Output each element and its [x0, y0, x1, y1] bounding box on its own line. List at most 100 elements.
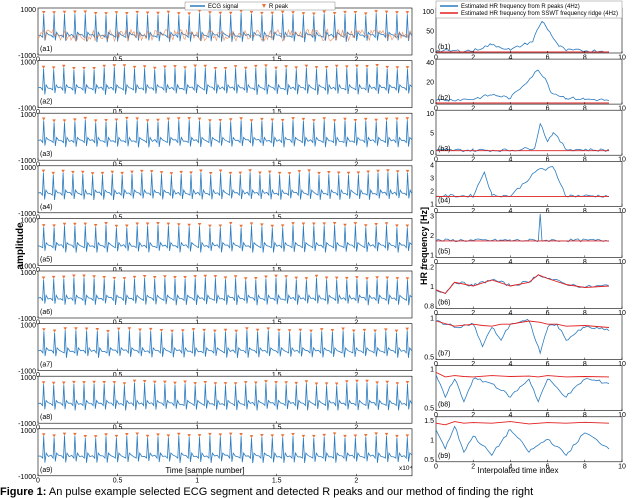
r-peak-marker: [291, 222, 295, 226]
x-tick-label: 2: [471, 361, 475, 368]
x-tick-label: 1.5: [272, 214, 282, 221]
hr-panel-label: (b7): [438, 351, 450, 358]
r-peak-marker: [142, 275, 147, 279]
x-tick-label: 4: [508, 55, 512, 62]
y-tick-label: 1: [430, 284, 434, 291]
r-peak-marker: [249, 119, 254, 123]
ecg-noise-trace: [37, 28, 412, 43]
r-peak-marker: [374, 432, 378, 436]
r-peak-marker: [176, 432, 181, 436]
r-peak-marker: [287, 172, 292, 176]
r-peak-marker: [353, 11, 358, 15]
r-peak-marker: [334, 64, 339, 68]
r-peak-marker: [405, 169, 410, 173]
r-peak-marker: [52, 119, 56, 123]
r-peak-marker: [365, 64, 369, 68]
x-tick-label: 1: [195, 57, 199, 64]
r-peak-marker: [142, 65, 147, 69]
r-peak-marker: [363, 434, 368, 438]
r-peak-marker: [93, 11, 98, 15]
r-peak-marker: [384, 222, 389, 226]
sswt-hr-line: [435, 421, 610, 426]
x-tick-label: 4: [508, 157, 512, 164]
x-tick-label: 1.5: [272, 372, 282, 379]
r-peak-marker: [41, 381, 46, 385]
r-peak-marker: [156, 118, 160, 122]
r-peak-marker: [93, 224, 98, 228]
r-peak-marker: [176, 12, 181, 16]
x-tick-label: 0: [36, 214, 40, 221]
r-peak-marker: [280, 10, 285, 14]
x-tick-label: 2: [354, 320, 358, 327]
x-tick-label: 1: [195, 372, 199, 379]
r-peak-marker: [187, 117, 191, 121]
y-tick-label: -1000: [18, 106, 36, 113]
r-peak-marker: [197, 434, 202, 438]
hr-panel-label: (b2): [438, 95, 450, 102]
r-peak-marker: [135, 117, 140, 121]
x-tick-label: 0.5: [113, 214, 123, 221]
r-peak-marker: [334, 276, 339, 280]
x-tick-label: 4: [508, 259, 512, 266]
r-peak-marker: [395, 11, 399, 15]
r-peak-marker: [163, 65, 167, 69]
x-tick-label: 0: [434, 310, 438, 317]
y-tick-label: 1000: [20, 270, 36, 277]
r-peak-marker: [41, 276, 46, 280]
legend-sswt-hr-label: Estimated HR frequency from SSWT frequen…: [461, 11, 618, 17]
r-peak-marker: [324, 66, 329, 70]
r-peak-marker: [294, 66, 299, 70]
x-tick-label: 0.5: [113, 477, 123, 484]
hr-panel: 0 2 4 6 8 10 1.2 1 0.8 (b6): [424, 263, 626, 317]
r-peak-marker: [110, 170, 115, 174]
r-peak-marker: [203, 381, 208, 385]
r-peak-marker: [93, 119, 98, 123]
legend-ecg-label: ECG signal: [208, 4, 238, 10]
r-peak-marker: [83, 435, 88, 439]
x-tick-label: 0.5: [113, 425, 123, 432]
x-tick-label: 8: [583, 310, 587, 317]
y-tick-label: 20: [426, 80, 434, 87]
x-tick-label: 6: [546, 208, 550, 215]
x-tick-label: 0: [36, 267, 40, 274]
r-peak-marker: [80, 170, 85, 174]
y-tick-label: -1000: [18, 53, 36, 60]
x-tick-label: 1: [195, 320, 199, 327]
ecg-legend: ECG signal R peak: [184, 1, 336, 11]
x-tick-label: 2: [471, 412, 475, 419]
r-peak-marker: [197, 117, 202, 121]
r-peak-marker: [384, 328, 388, 332]
figure-caption: Figure 1: An pulse example selected ECG …: [0, 486, 640, 498]
legend-rpeak-label: R peak: [269, 4, 289, 10]
r-peak-marker: [301, 222, 306, 226]
y-tick-label: 2: [430, 188, 434, 195]
r-peak-marker: [405, 277, 410, 281]
r-peak-marker: [373, 329, 377, 333]
x-tick-label: 10: [618, 463, 626, 470]
r-peak-marker: [239, 224, 243, 228]
legend-rpeak-hr-label: Estimated HR frequency from R peaks (4Hz…: [461, 4, 580, 10]
r-peak-marker: [197, 223, 202, 227]
x-tick-label: 10: [618, 259, 626, 266]
x-tick-label: 0: [434, 463, 438, 470]
y-tick-label: 1000: [20, 7, 36, 14]
r-peak-marker: [51, 66, 56, 70]
r-peak-marker: [343, 434, 347, 438]
r-peak-marker: [405, 11, 410, 15]
y-tick-label: 4: [430, 162, 434, 169]
hr-panel-label: (b1): [438, 44, 450, 51]
x-tick-label: 10: [618, 55, 626, 62]
r-peak-marker: [41, 433, 46, 437]
r-peak-marker: [95, 328, 100, 332]
y-tick-label: 1000: [20, 60, 36, 67]
r-peak-marker: [159, 171, 164, 175]
r-peak-marker: [324, 382, 329, 386]
x-tick-label: 0: [434, 361, 438, 368]
r-peak-marker: [213, 66, 218, 70]
x-tick-label: 4: [508, 412, 512, 419]
r-peak-marker: [127, 327, 132, 331]
